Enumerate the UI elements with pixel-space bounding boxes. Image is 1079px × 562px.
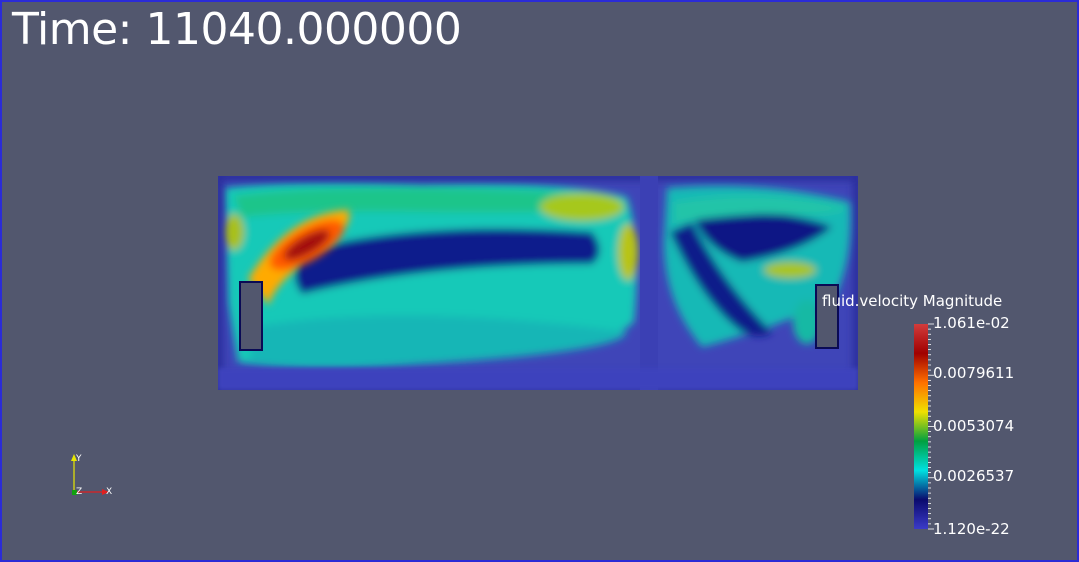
colorbar-tick-label: 0.0079611 [933, 364, 1015, 382]
z-axis-marker [72, 490, 77, 495]
flow-domain [218, 176, 858, 390]
colorbar-tick-label: 0.0026537 [933, 467, 1015, 485]
colorbar-max-label: 1.061e-02 [933, 314, 1010, 332]
colorbar-tick-label: 0.0053074 [933, 417, 1015, 435]
orientation-axes-widget: Y X Z [71, 454, 112, 497]
x-axis-label: X [106, 487, 112, 497]
z-axis-label: Z [76, 487, 82, 497]
colorbar-min-label: 1.120e-22 [933, 520, 1010, 538]
colorbar [914, 323, 934, 530]
y-axis-label: Y [75, 454, 82, 464]
time-annotation: Time: 11040.000000 [12, 4, 462, 55]
colorbar-title: fluid.velocity Magnitude [822, 292, 1003, 310]
